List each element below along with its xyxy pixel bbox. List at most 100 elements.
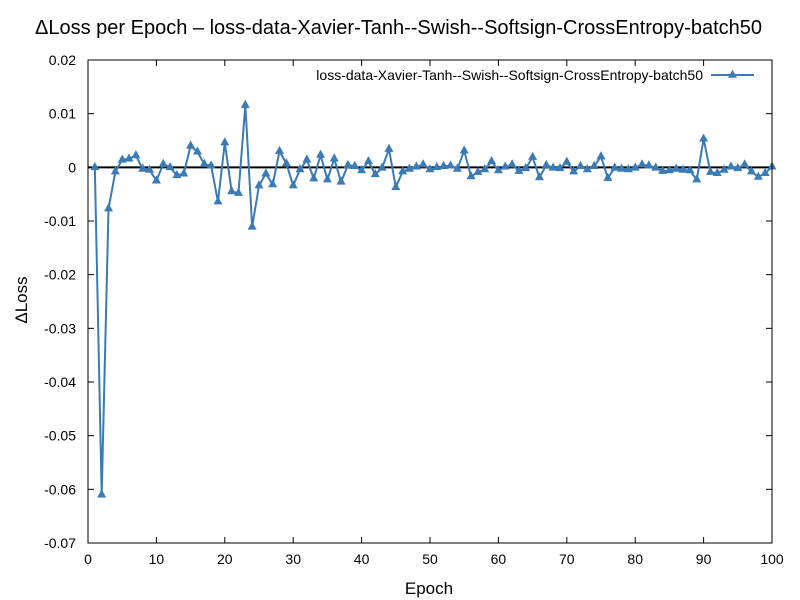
y-tick-label: -0.06 — [44, 481, 76, 497]
data-point-marker — [316, 149, 326, 158]
data-point-marker — [425, 164, 435, 173]
data-point-marker — [404, 163, 414, 172]
y-tick-label: 0.02 — [49, 52, 76, 68]
data-point-marker — [151, 175, 161, 184]
data-point-marker — [678, 164, 688, 173]
data-point-marker — [186, 140, 196, 149]
data-point-marker — [719, 164, 729, 173]
data-point-marker — [391, 181, 401, 190]
data-point-marker — [760, 167, 770, 176]
data-point-marker — [90, 161, 100, 171]
data-point-marker — [740, 159, 750, 168]
data-point-marker — [370, 168, 380, 178]
data-point-marker — [309, 173, 319, 182]
data-point-marker — [384, 143, 394, 152]
x-tick-label: 10 — [149, 551, 165, 567]
data-point-marker — [172, 170, 182, 179]
data-point-marker — [528, 151, 538, 160]
x-tick-label: 50 — [422, 551, 438, 567]
data-point-marker — [302, 154, 312, 163]
y-tick-label: 0.01 — [49, 106, 76, 122]
data-point-marker — [623, 164, 633, 173]
x-tick-label: 20 — [217, 551, 233, 567]
data-point-marker — [432, 161, 442, 171]
data-point-marker — [459, 145, 469, 154]
data-point-marker — [233, 187, 243, 196]
x-tick-label: 90 — [696, 551, 712, 567]
data-point-marker — [220, 137, 230, 146]
data-point-marker — [548, 162, 558, 171]
data-point-marker — [480, 164, 490, 173]
x-tick-label: 80 — [627, 551, 643, 567]
data-point-marker — [357, 165, 367, 174]
data-point-marker — [343, 159, 353, 168]
data-point-marker — [145, 164, 155, 173]
data-point-marker — [199, 158, 209, 167]
data-point-marker — [658, 165, 668, 174]
data-point-marker — [644, 160, 654, 169]
data-point-marker — [158, 158, 168, 167]
y-tick-label: 0 — [68, 159, 76, 175]
data-point-marker — [671, 163, 681, 172]
data-point-marker — [617, 163, 627, 172]
data-point-marker — [541, 159, 551, 168]
data-point-marker — [261, 168, 271, 177]
data-point-marker — [281, 158, 291, 167]
data-point-marker — [213, 196, 223, 205]
data-point-marker — [500, 161, 510, 170]
data-point-marker — [97, 489, 107, 498]
data-point-marker — [104, 203, 114, 212]
x-tick-label: 60 — [491, 551, 507, 567]
data-point-marker — [254, 180, 264, 189]
data-point-marker — [288, 180, 298, 189]
data-point-marker — [446, 160, 456, 169]
data-point-marker — [268, 179, 278, 188]
data-point-marker — [227, 186, 237, 195]
x-axis-title: Epoch — [405, 579, 453, 598]
data-point-marker — [179, 168, 189, 177]
data-point-marker — [493, 165, 503, 174]
y-tick-label: -0.03 — [44, 320, 76, 336]
data-point-marker — [439, 160, 449, 170]
legend-label: loss-data-Xavier-Tanh--Swish--Softsign-C… — [316, 67, 703, 83]
y-tick-label: -0.07 — [44, 535, 76, 551]
data-point-marker — [275, 145, 285, 154]
data-point-marker — [575, 160, 585, 170]
data-point-marker — [746, 166, 756, 175]
data-point-marker — [398, 166, 408, 175]
data-point-marker — [569, 166, 579, 175]
data-point-marker — [240, 99, 250, 108]
data-point-marker — [514, 165, 524, 174]
chart-title: ΔLoss per Epoch – loss-data-Xavier-Tanh-… — [35, 17, 762, 39]
data-point-marker — [350, 160, 360, 170]
data-point-marker — [630, 162, 640, 171]
data-point-marker — [685, 165, 695, 174]
data-point-marker — [712, 167, 722, 176]
series-line — [93, 104, 773, 496]
data-point-marker — [692, 174, 702, 183]
data-point-marker — [637, 159, 647, 168]
legend: loss-data-Xavier-Tanh--Swish--Softsign-C… — [316, 67, 754, 83]
x-tick-label: 100 — [760, 551, 784, 567]
data-point-marker — [664, 165, 674, 174]
data-point-marker — [555, 163, 565, 172]
data-point-marker — [487, 156, 497, 165]
data-point-marker — [466, 171, 476, 180]
data-point-marker — [336, 176, 346, 185]
legend-marker-triangle-icon — [728, 69, 737, 78]
data-point-marker — [418, 159, 428, 168]
y-tick-label: -0.05 — [44, 428, 76, 444]
x-tick-label: 30 — [285, 551, 301, 567]
data-point-marker — [699, 133, 709, 142]
tick-marks — [87, 59, 773, 544]
data-point-marker — [165, 161, 175, 171]
data-point-marker — [363, 156, 373, 165]
data-point-marker — [138, 163, 148, 172]
data-point-marker — [192, 146, 202, 155]
data-point-marker — [452, 163, 462, 172]
data-point-marker — [733, 163, 743, 172]
data-point-marker — [521, 163, 531, 172]
data-point-marker — [507, 159, 517, 168]
data-point-marker — [603, 172, 613, 181]
data-point-marker — [473, 166, 483, 175]
